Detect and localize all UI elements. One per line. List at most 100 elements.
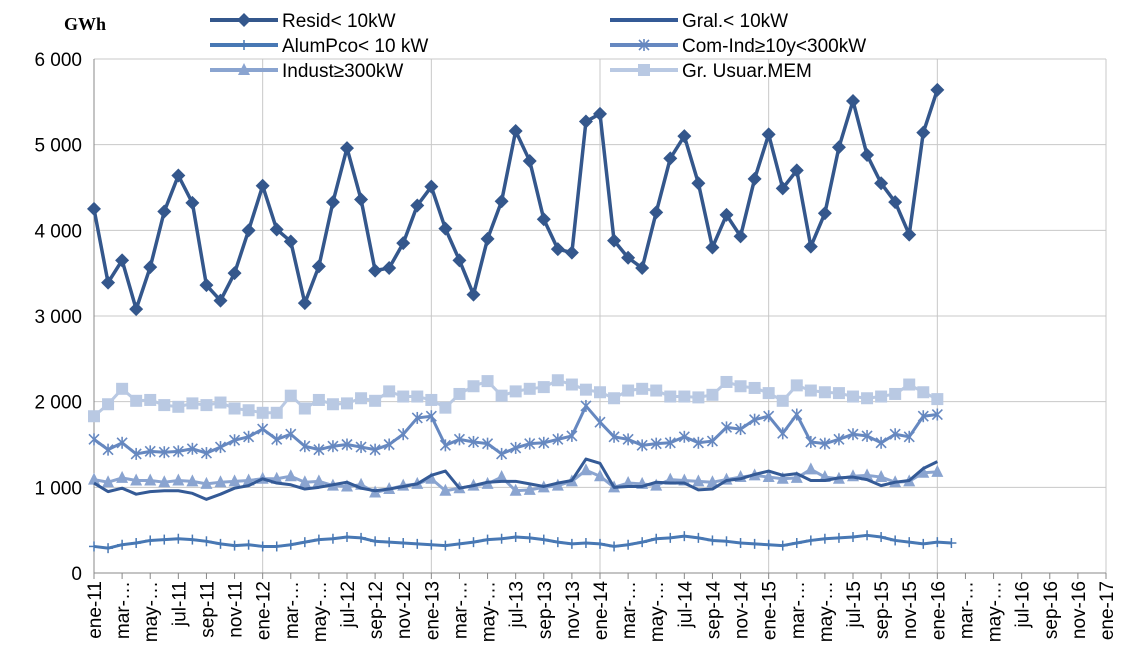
data-point — [608, 430, 620, 443]
data-point — [552, 433, 564, 446]
x-tick-label: mar-… — [619, 581, 640, 639]
data-point — [875, 436, 887, 449]
data-point — [720, 375, 733, 388]
data-point — [271, 433, 283, 446]
data-point — [411, 390, 424, 403]
data-point — [804, 462, 817, 475]
data-point — [452, 253, 467, 268]
data-point — [524, 437, 536, 450]
data-point — [312, 474, 325, 487]
data-point — [832, 387, 845, 400]
data-point — [172, 400, 185, 413]
data-point — [637, 537, 648, 548]
legend-item: AlumPco< 10 kW — [210, 36, 428, 57]
data-point — [677, 129, 692, 144]
data-point — [862, 530, 873, 541]
data-point — [861, 468, 874, 481]
data-point — [383, 385, 396, 398]
data-point — [173, 533, 184, 544]
data-point — [903, 430, 915, 443]
data-point — [761, 127, 776, 142]
data-point — [425, 393, 438, 406]
data-point — [370, 536, 381, 547]
data-point — [130, 473, 143, 486]
data-point — [735, 538, 746, 549]
data-point — [88, 410, 100, 423]
data-point — [157, 204, 172, 219]
data-point — [650, 437, 662, 450]
x-tick-label: jul-13 — [507, 581, 528, 628]
data-point — [214, 475, 227, 488]
data-point — [242, 473, 255, 486]
data-point — [313, 534, 324, 545]
data-point — [171, 168, 186, 183]
data-point — [803, 239, 818, 254]
x-tick-label: jul-12 — [338, 581, 359, 628]
data-point — [692, 474, 705, 487]
data-point — [467, 380, 480, 393]
series-5 — [88, 374, 944, 423]
data-point — [215, 538, 226, 549]
data-point — [578, 114, 593, 129]
data-point — [200, 476, 213, 489]
data-point — [297, 296, 312, 311]
y-tick-label: 4 000 — [34, 221, 82, 242]
x-tick-label: sep-14 — [703, 581, 724, 640]
legend-item: Gr. Usuar.MEM — [610, 61, 812, 82]
data-point — [650, 478, 663, 491]
x-tick-label: ene-13 — [422, 581, 443, 640]
data-point — [341, 479, 353, 492]
data-point — [691, 176, 706, 191]
data-point — [130, 447, 142, 460]
data-point — [594, 416, 606, 429]
data-point — [382, 261, 397, 276]
series-4 — [88, 462, 944, 498]
data-point — [593, 106, 607, 121]
x-tick-label: sep-11 — [197, 581, 218, 638]
data-point — [410, 198, 425, 213]
data-point — [116, 436, 128, 449]
data-point — [622, 433, 634, 446]
x-tick-label: ene-14 — [591, 581, 612, 641]
data-point — [664, 390, 677, 403]
data-point — [102, 398, 115, 411]
data-point — [524, 532, 535, 543]
data-point — [566, 429, 578, 442]
data-point — [186, 397, 199, 410]
data-point — [665, 532, 676, 543]
data-point — [678, 430, 690, 443]
data-point — [903, 378, 916, 391]
data-point — [482, 534, 493, 545]
data-point — [538, 534, 549, 545]
data-point — [255, 178, 270, 193]
data-point — [609, 541, 620, 552]
data-point — [763, 410, 775, 423]
data-point — [777, 540, 788, 551]
data-point — [355, 441, 367, 454]
data-point — [776, 394, 789, 407]
data-point — [889, 387, 902, 400]
legend-marker — [239, 40, 249, 50]
data-point — [931, 464, 944, 477]
data-point — [298, 475, 311, 488]
legend-label: Gr. Usuar.MEM — [682, 61, 812, 82]
series-1 — [93, 457, 938, 501]
data-point — [354, 192, 369, 207]
data-point — [508, 123, 523, 138]
data-point — [129, 302, 144, 317]
data-point — [621, 250, 636, 265]
data-point — [918, 538, 929, 549]
data-point — [299, 537, 310, 548]
data-point — [510, 532, 521, 543]
data-point — [313, 443, 325, 456]
data-point — [131, 538, 142, 549]
data-point — [721, 536, 732, 547]
data-point — [88, 433, 100, 446]
data-point — [481, 375, 494, 388]
data-point — [340, 141, 354, 156]
x-tick-label: nov-15 — [900, 581, 921, 639]
data-point — [636, 382, 649, 395]
data-point — [692, 436, 704, 449]
data-point — [552, 537, 563, 548]
